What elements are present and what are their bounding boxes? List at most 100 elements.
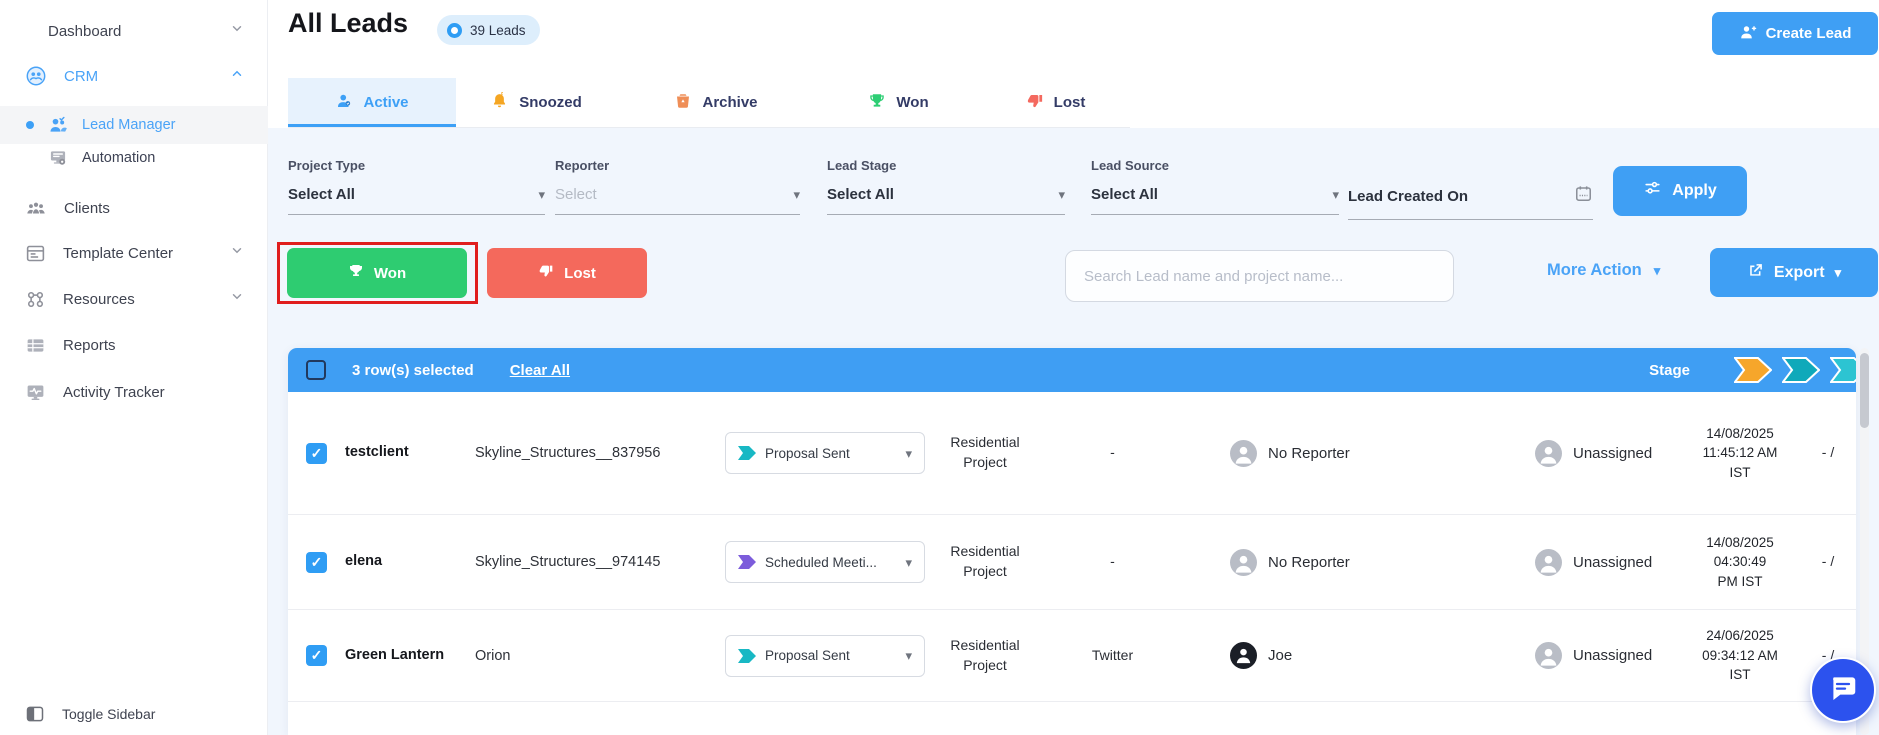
dropdown-caret-icon: ▾ <box>1332 187 1339 202</box>
stage-dropdown[interactable]: Proposal Sent ▾ <box>725 432 925 474</box>
sidebar-item-reports[interactable]: Reports <box>0 326 268 364</box>
dropdown-caret-icon: ▾ <box>793 187 800 202</box>
project-type: Residential Project <box>950 543 1020 579</box>
sidebar-item-clients[interactable]: Clients <box>0 189 268 227</box>
select-all-checkbox[interactable] <box>306 360 326 380</box>
reporter-name: Joe <box>1268 647 1293 664</box>
project-type: Residential Project <box>950 636 1020 673</box>
dropdown-caret-icon: ▾ <box>1058 187 1065 202</box>
donut-icon <box>447 22 462 38</box>
filter-label: Reporter <box>555 158 610 173</box>
tab-label: Won <box>896 94 929 111</box>
selected-count-text: 3 row(s) selected <box>352 361 474 379</box>
sidebar-item-label: Resources <box>63 290 135 308</box>
chat-widget-button[interactable] <box>1810 657 1876 723</box>
stage-pipeline-arrows <box>1734 357 1856 383</box>
row-checkbox[interactable]: ✓ <box>306 551 327 573</box>
filter-reporter: Reporter Select ▾ <box>555 158 800 215</box>
chat-icon <box>1827 672 1859 709</box>
extra-cell: - / <box>1821 444 1835 461</box>
tab-label: Lost <box>1053 94 1086 111</box>
reporter-cell: No Reporter <box>1190 439 1495 467</box>
stage-arrow-icon <box>1782 357 1820 383</box>
apply-label: Apply <box>1672 182 1717 199</box>
select-value: Select All <box>1091 186 1158 203</box>
sidebar-item-label: Dashboard <box>48 22 122 40</box>
lead-source: - <box>1110 444 1115 461</box>
sidebar-item-resources[interactable]: Resources <box>0 280 268 318</box>
sidebar-item-label: Clients <box>64 199 110 217</box>
create-lead-label: Create Lead <box>1765 25 1852 42</box>
export-label: Export <box>1773 263 1825 281</box>
create-lead-button[interactable]: Create Lead <box>1712 12 1878 55</box>
created-date: 24/06/2025 09:34:12 AM IST <box>1702 628 1778 683</box>
tab-archive[interactable]: Archive <box>616 78 816 127</box>
leads-table: 3 row(s) selected Clear All Stage ✓ test… <box>288 348 1856 735</box>
page-title: All Leads <box>288 8 409 38</box>
apply-filters-button[interactable]: Apply <box>1613 166 1747 216</box>
tab-active[interactable]: Active <box>288 78 456 127</box>
active-indicator-dot <box>26 121 34 129</box>
mark-won-button[interactable]: Won <box>287 248 467 298</box>
filter-label: Lead Stage <box>827 158 897 173</box>
lead-source: Twitter <box>1091 646 1134 663</box>
datepicker-value: Lead Created On <box>1348 187 1469 205</box>
sidebar-item-template-center[interactable]: Template Center <box>0 234 268 272</box>
sidebar: Dashboard CRM Lead Manager Automation Cl… <box>0 0 268 735</box>
lead-count-text: 39 Leads <box>470 22 526 38</box>
lead-source: - <box>1110 553 1115 570</box>
dropdown-caret-icon: ▾ <box>905 554 912 570</box>
stage-dropdown[interactable]: Proposal Sent ▾ <box>725 634 925 677</box>
clear-all-link[interactable]: Clear All <box>509 361 571 379</box>
avatar <box>1230 642 1257 669</box>
lead-source-select[interactable]: Select All ▾ <box>1091 186 1339 215</box>
search-input[interactable] <box>1065 250 1454 302</box>
lead-stage-select[interactable]: Select All ▾ <box>827 186 1065 215</box>
row-checkbox[interactable]: ✓ <box>306 645 327 666</box>
clients-icon <box>25 197 47 219</box>
scrollbar-thumb[interactable] <box>1860 353 1869 428</box>
mark-lost-button[interactable]: Lost <box>487 248 647 298</box>
stage-flag-icon <box>738 555 756 569</box>
sidebar-item-label: Template Center <box>63 244 174 262</box>
person-plus-icon <box>1739 23 1757 45</box>
tab-lost[interactable]: Lost <box>981 78 1130 127</box>
reporter-select[interactable]: Select ▾ <box>555 186 800 215</box>
sidebar-item-automation[interactable]: Automation <box>0 139 268 177</box>
won-label: Won <box>373 264 407 282</box>
resources-icon <box>25 289 46 310</box>
sidebar-item-label: CRM <box>64 67 99 85</box>
sidebar-item-label: Lead Manager <box>82 117 176 133</box>
crm-icon <box>25 65 47 87</box>
row-checkbox[interactable]: ✓ <box>306 442 327 464</box>
bell-snooze-icon: z <box>490 91 509 114</box>
table-scrollbar <box>1860 348 1869 735</box>
toggle-sidebar-button[interactable]: Toggle Sidebar <box>0 695 268 733</box>
trophy-icon <box>868 92 886 114</box>
more-action-dropdown[interactable]: More Action ▾ <box>1547 261 1660 280</box>
dropdown-caret-icon: ▾ <box>1653 263 1661 278</box>
select-value: Select All <box>827 186 894 203</box>
chevron-up-icon <box>230 67 244 86</box>
stage-dropdown[interactable]: Scheduled Meeti... ▾ <box>725 541 925 583</box>
lead-created-on-datepicker[interactable]: Lead Created On <box>1348 184 1593 220</box>
project-type-select[interactable]: Select All ▾ <box>288 186 545 215</box>
main-content: All Leads 39 Leads Create Lead Active z … <box>268 0 1879 735</box>
project-name: Orion <box>475 647 511 664</box>
sidebar-item-dashboard[interactable]: Dashboard <box>0 12 268 50</box>
table-row: ✓ elena Skyline_Structures__974145 Sched… <box>288 515 1856 610</box>
sidebar-item-label: Activity Tracker <box>63 383 165 401</box>
table-row: ✓ testclient Skyline_Structures__837956 … <box>288 392 1856 515</box>
created-date: 14/08/2025 04:30:49 PM IST <box>1706 534 1774 589</box>
tab-won[interactable]: Won <box>816 78 981 127</box>
sidebar-item-lead-manager[interactable]: Lead Manager <box>0 106 268 144</box>
avatar <box>1535 642 1562 669</box>
sidebar-item-crm[interactable]: CRM <box>0 57 268 95</box>
reporter-name: No Reporter <box>1268 553 1350 571</box>
avatar <box>1535 439 1562 467</box>
sidebar-item-activity-tracker[interactable]: Activity Tracker <box>0 373 268 411</box>
stage-flag-icon <box>738 446 756 460</box>
thumbs-down-icon <box>538 263 554 283</box>
export-button[interactable]: Export ▾ <box>1710 248 1878 297</box>
tab-snoozed[interactable]: z Snoozed <box>456 78 616 127</box>
